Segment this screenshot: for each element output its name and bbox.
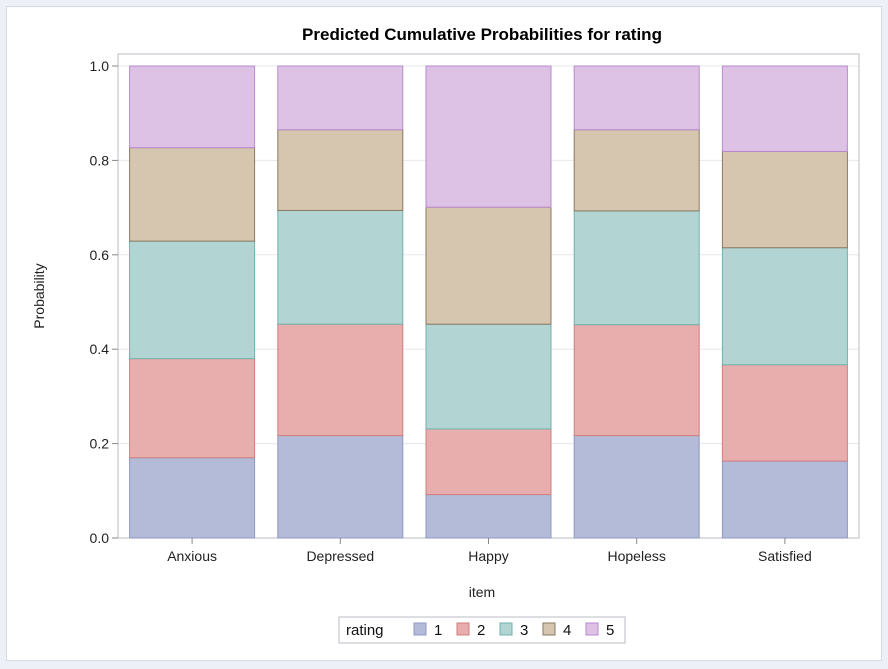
x-tick-label: Hopeless — [608, 548, 666, 564]
chart-title: Predicted Cumulative Probabilities for r… — [302, 25, 662, 44]
legend-swatch-5 — [585, 622, 599, 636]
bar-segment-satisfied-rating-1 — [721, 460, 848, 539]
bar-segment-depressed-rating-5 — [277, 65, 404, 131]
bars — [129, 65, 848, 539]
y-tick-label: 0.4 — [90, 341, 110, 357]
x-tick-label: Happy — [468, 548, 508, 564]
y-tick-label: 0.2 — [90, 436, 110, 452]
chart-svg: Predicted Cumulative Probabilities for r… — [31, 25, 860, 644]
y-tick-label: 0.0 — [90, 530, 110, 546]
bar-segment-satisfied-rating-4 — [721, 150, 848, 249]
bar-segment-happy-rating-5 — [425, 65, 552, 208]
bar-segment-hopeless-rating-4 — [573, 129, 700, 212]
legend-items: 1 2 3 4 5 — [413, 622, 614, 639]
x-tick-label: Anxious — [167, 548, 217, 564]
legend-label-5: 5 — [606, 622, 614, 639]
bar-segment-hopeless-rating-2 — [573, 324, 700, 437]
legend-label-1: 1 — [434, 622, 442, 639]
bar-segment-depressed-rating-2 — [277, 323, 404, 437]
x-tick-label: Depressed — [306, 548, 374, 564]
bar-segment-happy-rating-1 — [425, 494, 552, 539]
legend-swatch-3 — [499, 622, 513, 636]
y-axis-label: Probability — [31, 263, 47, 328]
legend-label-2: 2 — [477, 622, 485, 639]
bar-segment-anxious-rating-2 — [129, 358, 256, 459]
bar-segment-happy-rating-4 — [425, 206, 552, 325]
y-tick-label: 1.0 — [90, 58, 110, 74]
legend-label-4: 4 — [563, 622, 571, 639]
bar-segment-satisfied-rating-3 — [721, 247, 848, 366]
bar-segment-depressed-rating-1 — [277, 435, 404, 539]
y-tick-label: 0.6 — [90, 247, 110, 263]
bar-segment-satisfied-rating-2 — [721, 364, 848, 462]
y-tick-label: 0.8 — [90, 152, 110, 168]
legend-swatch-1 — [413, 622, 427, 636]
chart-frame: Predicted Cumulative Probabilities for r… — [6, 6, 882, 661]
bar-segment-anxious-rating-4 — [129, 147, 256, 242]
legend-swatch-2 — [456, 622, 470, 636]
legend-swatch-4 — [542, 622, 556, 636]
bar-segment-anxious-rating-5 — [129, 65, 256, 149]
x-tick-label: Satisfied — [758, 548, 812, 564]
x-axis-ticks: Anxious Depressed Happy Hopeless Satisfied — [167, 538, 812, 564]
bar-segment-hopeless-rating-1 — [573, 435, 700, 539]
y-axis-ticks: 0.0 0.2 0.4 0.6 0.8 1.0 — [90, 58, 118, 546]
bar-segment-hopeless-rating-5 — [573, 65, 700, 131]
bar-segment-happy-rating-3 — [425, 323, 552, 430]
legend-title: rating — [346, 622, 384, 639]
bar-segment-depressed-rating-4 — [277, 129, 404, 211]
bar-segment-anxious-rating-3 — [129, 240, 256, 360]
legend: rating 1 2 3 4 5 — [338, 616, 626, 644]
bar-segment-happy-rating-2 — [425, 428, 552, 496]
legend-label-3: 3 — [520, 622, 528, 639]
x-axis-label: item — [469, 584, 495, 600]
bar-segment-satisfied-rating-5 — [721, 65, 848, 152]
bar-segment-anxious-rating-1 — [129, 457, 256, 539]
bar-segment-hopeless-rating-3 — [573, 210, 700, 326]
bar-segment-depressed-rating-3 — [277, 209, 404, 325]
legend-box — [338, 616, 626, 644]
